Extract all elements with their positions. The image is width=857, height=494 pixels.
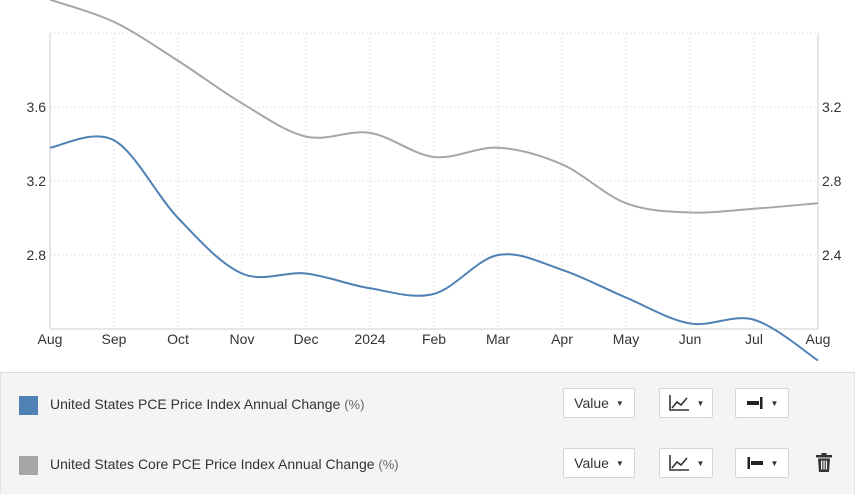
series-line-core-pce <box>49 0 819 214</box>
legend-row-pce: United States PCE Price Index Annual Cha… <box>1 387 854 423</box>
series-unit: (%) <box>344 397 365 412</box>
value-dropdown-label: Value <box>574 395 609 411</box>
value-dropdown[interactable]: Value ▼ <box>563 448 635 478</box>
axis-position-icon <box>746 397 763 409</box>
axis-position-dropdown[interactable]: ▼ <box>735 388 789 418</box>
x-tick-label: Aug <box>806 331 831 347</box>
legend-row-core-pce: United States Core PCE Price Index Annua… <box>1 447 854 483</box>
y-axis-right-labels: 3.2 2.8 2.4 <box>822 99 842 263</box>
y-right-tick-label: 2.8 <box>822 173 842 189</box>
y-axis-left-labels: 3.6 3.2 2.8 <box>27 99 47 263</box>
x-tick-label: May <box>613 331 639 347</box>
series-unit: (%) <box>378 457 399 472</box>
trash-icon[interactable] <box>815 453 833 473</box>
x-tick-label: Dec <box>294 331 319 347</box>
legend-swatch-core-pce <box>19 456 38 475</box>
x-tick-label: 2024 <box>354 331 385 347</box>
value-dropdown[interactable]: Value ▼ <box>563 388 635 418</box>
x-tick-label: Oct <box>167 331 189 347</box>
x-tick-label: Mar <box>486 331 510 347</box>
y-left-tick-label: 3.2 <box>27 173 47 189</box>
y-left-tick-label: 3.6 <box>27 99 47 115</box>
caret-down-icon: ▼ <box>696 398 705 408</box>
caret-down-icon: ▼ <box>770 398 779 408</box>
x-tick-label: Aug <box>38 331 63 347</box>
axis-position-icon <box>747 457 763 469</box>
series-name: United States PCE Price Index Annual Cha… <box>50 396 341 412</box>
x-tick-label: Apr <box>551 331 573 347</box>
x-tick-label: Jun <box>679 331 702 347</box>
x-tick-label: Sep <box>102 331 127 347</box>
x-tick-label: Nov <box>230 331 255 347</box>
legend-swatch-pce <box>19 396 38 415</box>
legend-panel: United States PCE Price Index Annual Cha… <box>0 372 855 494</box>
caret-down-icon: ▼ <box>770 458 779 468</box>
series-lines <box>49 0 819 362</box>
y-left-tick-label: 2.8 <box>27 247 47 263</box>
line-chart-icon <box>668 395 689 411</box>
grid <box>49 32 819 330</box>
x-tick-label: Feb <box>422 331 446 347</box>
chart-type-dropdown[interactable]: ▼ <box>659 448 713 478</box>
caret-down-icon: ▼ <box>696 458 705 468</box>
legend-label-core-pce[interactable]: United States Core PCE Price Index Annua… <box>50 456 399 472</box>
legend-label-pce[interactable]: United States PCE Price Index Annual Cha… <box>50 396 364 412</box>
caret-down-icon: ▼ <box>615 458 624 468</box>
value-dropdown-label: Value <box>574 455 609 471</box>
chart: Aug Sep Oct Nov Dec 2024 Feb Mar Apr May Jun Jul Aug… <box>27 0 842 362</box>
series-line-pce <box>49 135 819 362</box>
axis-position-dropdown[interactable]: ▼ <box>735 448 789 478</box>
x-tick-label: Jul <box>745 331 763 347</box>
caret-down-icon: ▼ <box>615 398 624 408</box>
line-chart-icon <box>668 455 689 471</box>
chart-type-dropdown[interactable]: ▼ <box>659 388 713 418</box>
y-right-tick-label: 3.2 <box>822 99 842 115</box>
y-right-tick-label: 2.4 <box>822 247 842 263</box>
x-axis-labels: Aug Sep Oct Nov Dec 2024 Feb Mar Apr May Jun Jul Aug <box>38 331 831 347</box>
series-name: United States Core PCE Price Index Annua… <box>50 456 375 472</box>
